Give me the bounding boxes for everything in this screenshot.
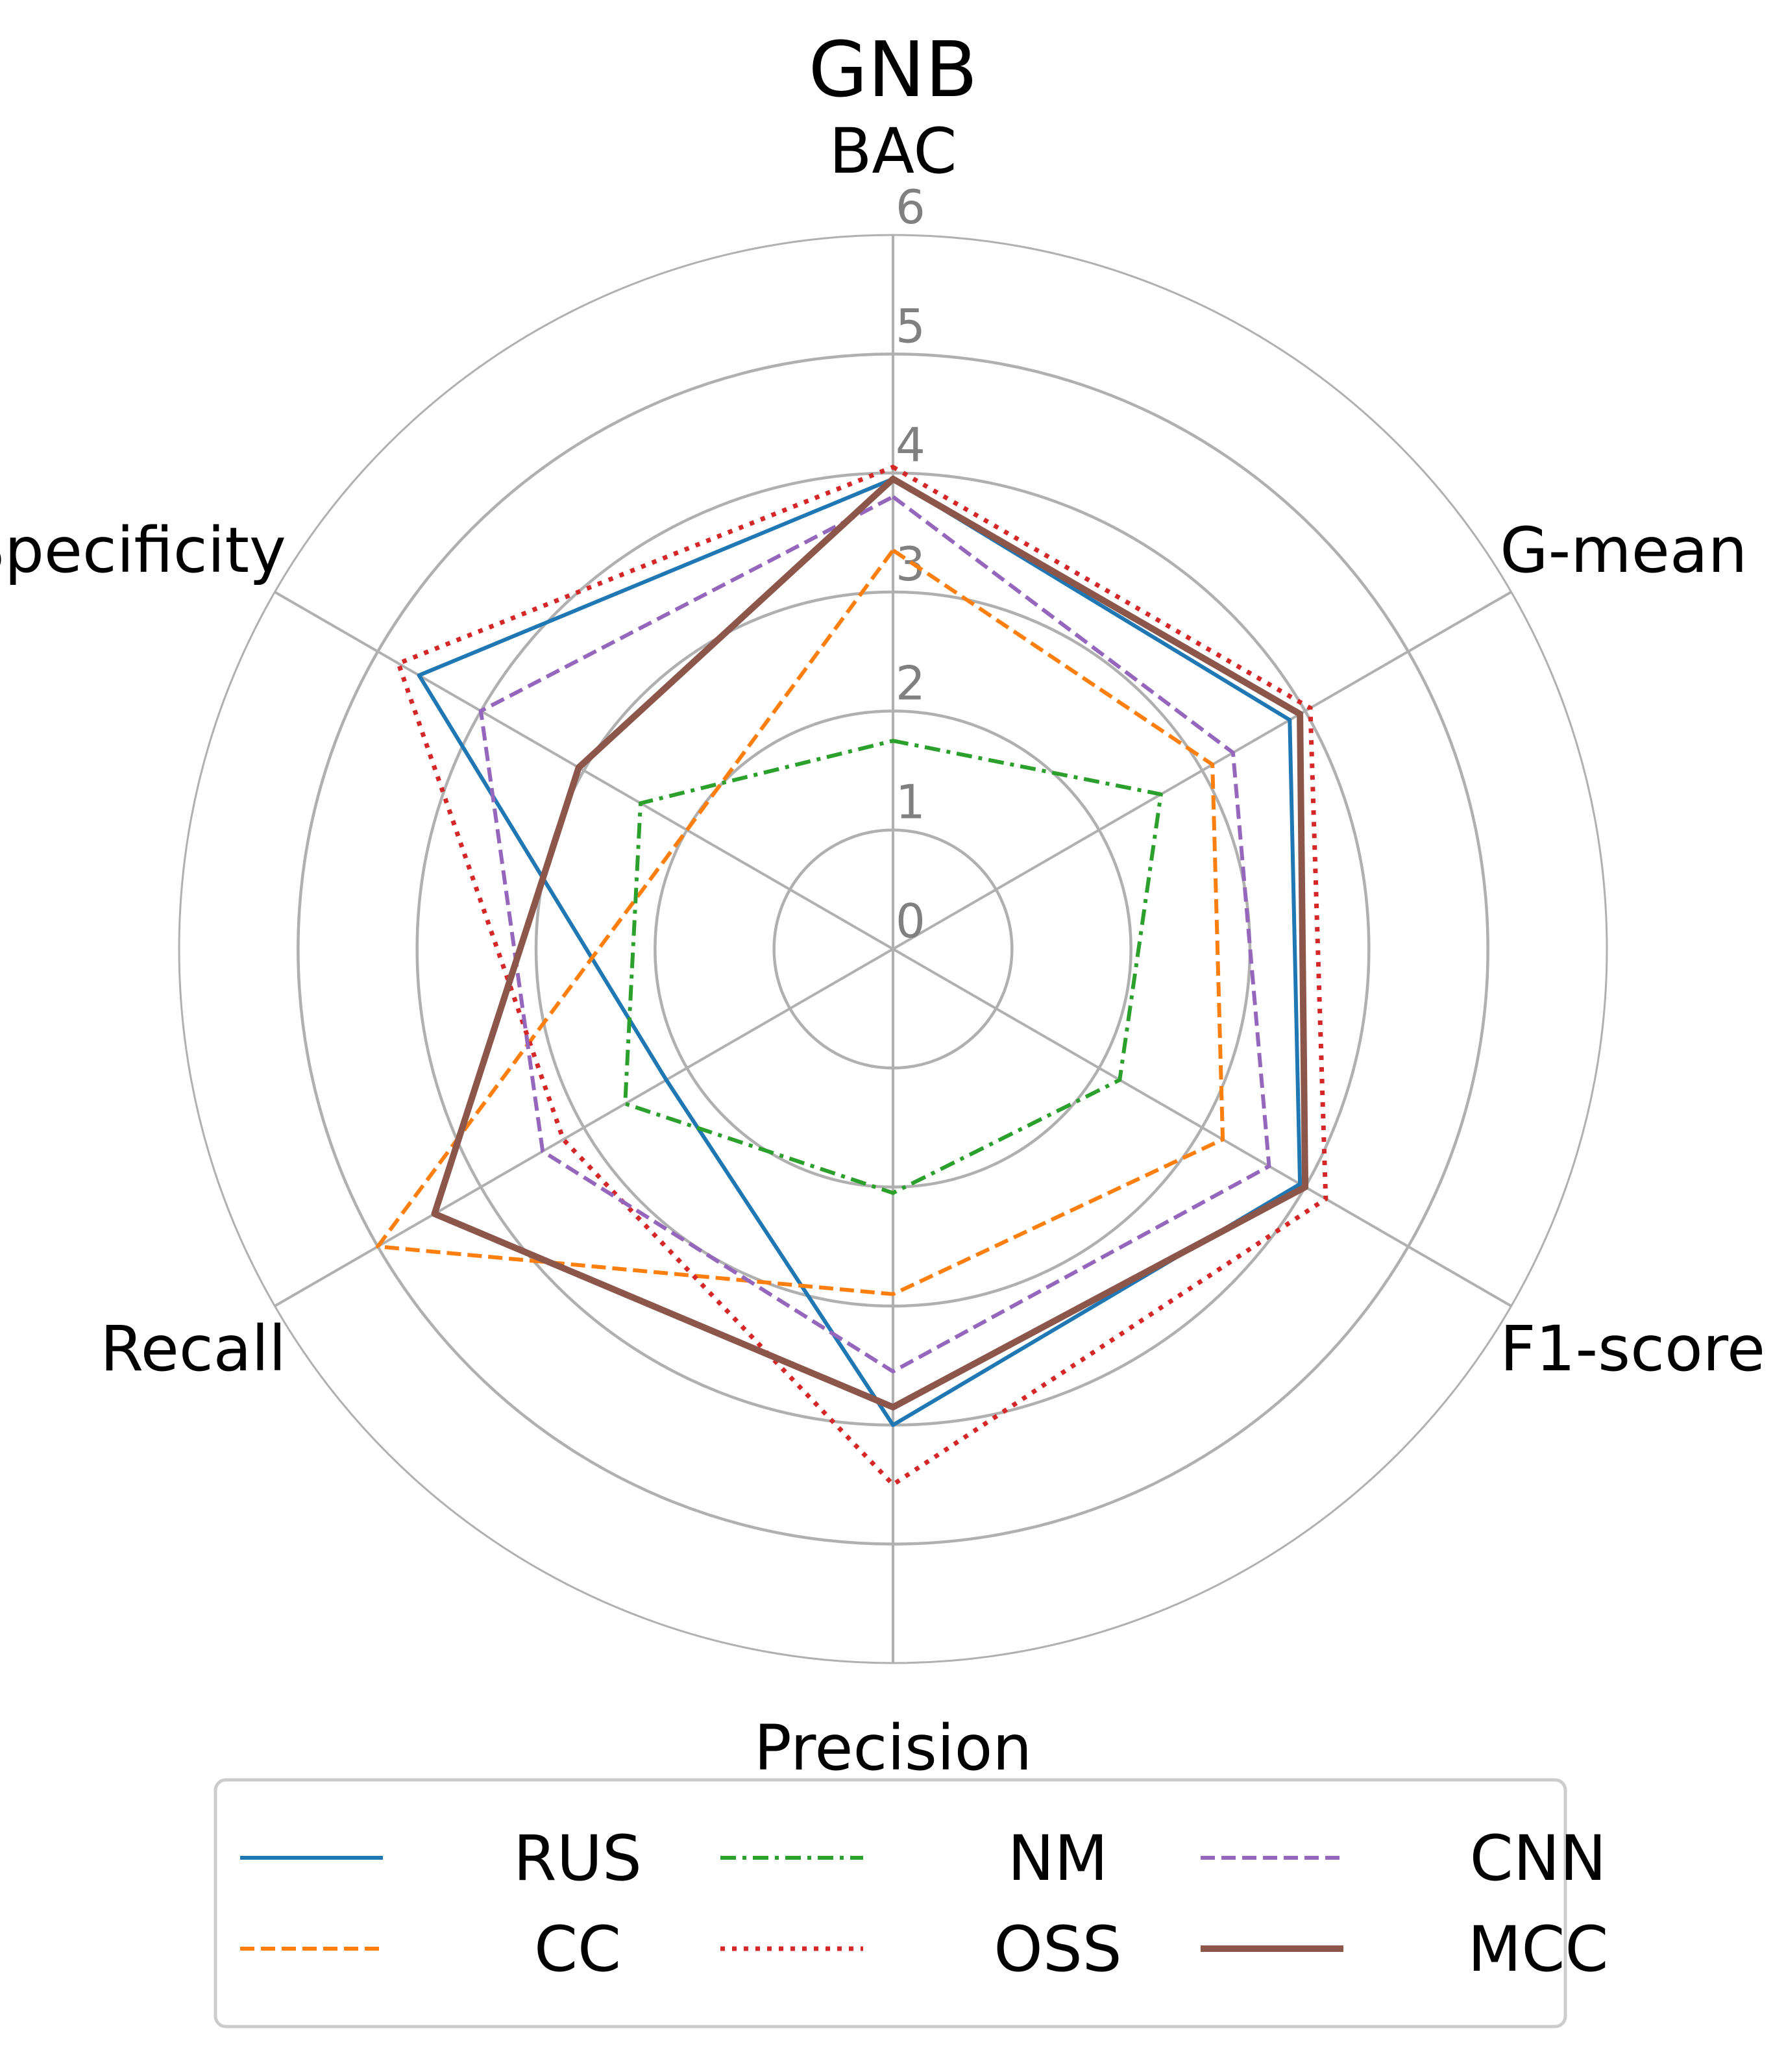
series-rus — [417, 476, 1303, 1427]
legend-label-cc: CC — [534, 1913, 621, 1986]
legend-label-rus: RUS — [513, 1822, 642, 1895]
axis-labels: BAC G-mean F1-score Precision Recall Specific… — [0, 115, 1765, 1784]
spoke-recall — [274, 948, 894, 1307]
tick-label-6: 6 — [896, 180, 925, 234]
spoke-f1-score — [892, 948, 1512, 1307]
axis-label-g-mean: G-mean — [1500, 514, 1747, 587]
legend-label-nm: NM — [1008, 1822, 1108, 1895]
series-oss — [396, 465, 1328, 1487]
series-mcc — [431, 475, 1309, 1411]
chart-title: GNB — [809, 25, 978, 114]
legend-label-mcc: MCC — [1468, 1913, 1609, 1986]
axis-label-f1-score: F1-score — [1500, 1313, 1765, 1385]
spoke-g-mean — [892, 591, 1512, 950]
series-group — [376, 465, 1328, 1487]
series-cc — [376, 548, 1225, 1296]
radar-grid — [178, 234, 1608, 1664]
legend-frame — [214, 1778, 1567, 2029]
axis-label-bac: BAC — [829, 115, 957, 188]
tick-label-2: 2 — [896, 656, 925, 710]
tick-label-0: 0 — [896, 894, 925, 948]
axis-label-recall: Recall — [100, 1313, 286, 1385]
legend-label-oss: OSS — [994, 1913, 1121, 1986]
axis-label-precision: Precision — [754, 1712, 1032, 1784]
spoke-specificity — [274, 591, 894, 950]
series-nm — [623, 739, 1163, 1195]
legend: RUS CC NM OSS CNN MCC — [214, 1778, 1609, 2029]
series-cnn — [478, 495, 1271, 1374]
axis-label-specificity: Specificity — [0, 514, 286, 587]
tick-label-5: 5 — [896, 299, 925, 353]
tick-label-1: 1 — [896, 775, 925, 830]
legend-label-cnn: CNN — [1470, 1822, 1607, 1895]
tick-label-4: 4 — [896, 418, 925, 473]
